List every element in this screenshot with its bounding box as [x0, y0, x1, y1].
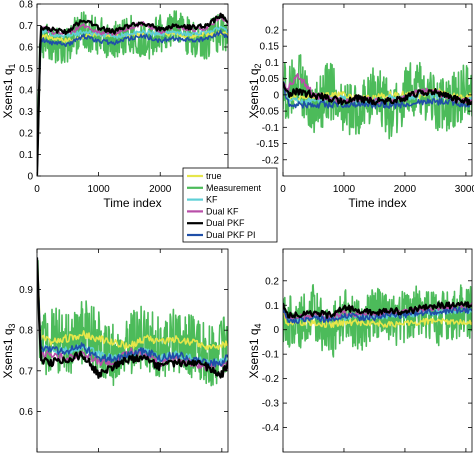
chart-panel-3: 0.6 0.7 0.8 0.9 Xsens1 q3: [1, 248, 229, 453]
y-tick-label: 0.8: [19, 326, 33, 337]
y-tick-label: 0.1: [265, 301, 279, 312]
y-tick-label: 0: [273, 90, 279, 101]
y-tick-label: 0: [27, 172, 33, 183]
y-tick-label: 0.9: [19, 285, 33, 296]
series-line-dual-pkf: [37, 257, 228, 379]
y-tick-label: -0.15: [256, 139, 279, 150]
legend-label-true: true: [206, 171, 222, 181]
x-tick-label: 0: [34, 184, 40, 195]
legend-label-dual-pkf-pi: Dual PKF PI: [206, 230, 256, 240]
series-line-dual-pkf: [283, 81, 472, 106]
y-axis-label: Xsens1 q3: [1, 323, 17, 378]
series-line-true: [283, 303, 472, 329]
y-tick-label: -0.2: [262, 374, 280, 385]
series-line-true: [37, 257, 228, 351]
y-tick-label: 0.2: [19, 129, 33, 140]
y-tick-label: -0.1: [262, 123, 280, 134]
y-tick-label: 0.4: [19, 86, 33, 97]
series-line-dual-pkf: [283, 301, 472, 319]
y-tick-label: 0.2: [265, 25, 279, 36]
y-tick-label: 0.7: [19, 366, 33, 377]
x-tick-label: 0: [280, 184, 286, 195]
y-tick-label: 0.1: [19, 150, 33, 161]
y-tick-label: 0.15: [260, 42, 280, 53]
series-line-measurement: [283, 283, 472, 358]
legend-label-dual-kf: Dual KF: [206, 206, 239, 216]
chart-panel-4: -0.4 -0.3 -0.2 -0.1 0 0.1 0.2 Xsens1 q4: [247, 248, 473, 453]
x-tick-label: 3000: [455, 184, 474, 195]
legend-label-kf: KF: [206, 195, 218, 205]
y-tick-label: 0.05: [260, 74, 280, 85]
y-tick-label: 0.3: [19, 107, 33, 118]
y-tick-label: 0.6: [19, 407, 33, 418]
series-line-dual-pkf-pi: [283, 81, 472, 109]
y-tick-label: -0.4: [262, 423, 280, 434]
plot-area: [283, 54, 472, 140]
y-tick-label: -0.1: [262, 350, 280, 361]
series-line-dual-pkf-pi: [283, 302, 472, 324]
y-tick-label: 0.5: [19, 64, 33, 75]
chart-panel-2: -0.2 -0.15 -0.1 -0.05 0 0.05 0.1 0.15 0.2 0 1000 20…: [247, 3, 474, 210]
y-tick-label: 0.8: [19, 0, 33, 11]
x-tick-label: 2000: [394, 184, 417, 195]
axes-frame: [282, 3, 473, 177]
series-line-dual-pkf-pi: [37, 29, 228, 176]
y-axis-label: Xsens1 q1: [1, 63, 17, 118]
plot-area: [37, 257, 228, 387]
y-axis-label: Xsens1 q2: [247, 63, 263, 118]
series-line-kf: [37, 25, 228, 176]
axes-frame: [36, 248, 229, 453]
legend-box: [182, 167, 278, 243]
y-tick-label: 0: [273, 325, 279, 336]
plot-area: [37, 10, 228, 176]
legend-label-dual-pkf: Dual PKF: [206, 218, 245, 228]
legend-label-measurement: Measurement: [206, 183, 262, 193]
y-tick-label: -0.2: [262, 155, 280, 166]
y-tick-label: 0.7: [19, 21, 33, 32]
series-line-dual-pkf: [37, 12, 228, 176]
y-tick-label: 0.1: [265, 58, 279, 69]
x-tick-label: 1000: [87, 184, 110, 195]
y-axis-label: Xsens1 q4: [247, 323, 263, 378]
axes-frame: [282, 248, 473, 453]
x-axis-label: Time index: [348, 196, 406, 210]
y-tick-label: -0.3: [262, 399, 280, 410]
x-axis-label: Time index: [103, 196, 161, 210]
plot-area: [283, 283, 472, 358]
y-tick-label: 0.2: [265, 276, 279, 287]
y-tick-label: -0.05: [256, 107, 279, 118]
series-line-measurement: [37, 259, 228, 387]
y-tick-label: 0.6: [19, 43, 33, 54]
x-tick-label: 2000: [149, 184, 172, 195]
x-tick-label: 1000: [333, 184, 356, 195]
